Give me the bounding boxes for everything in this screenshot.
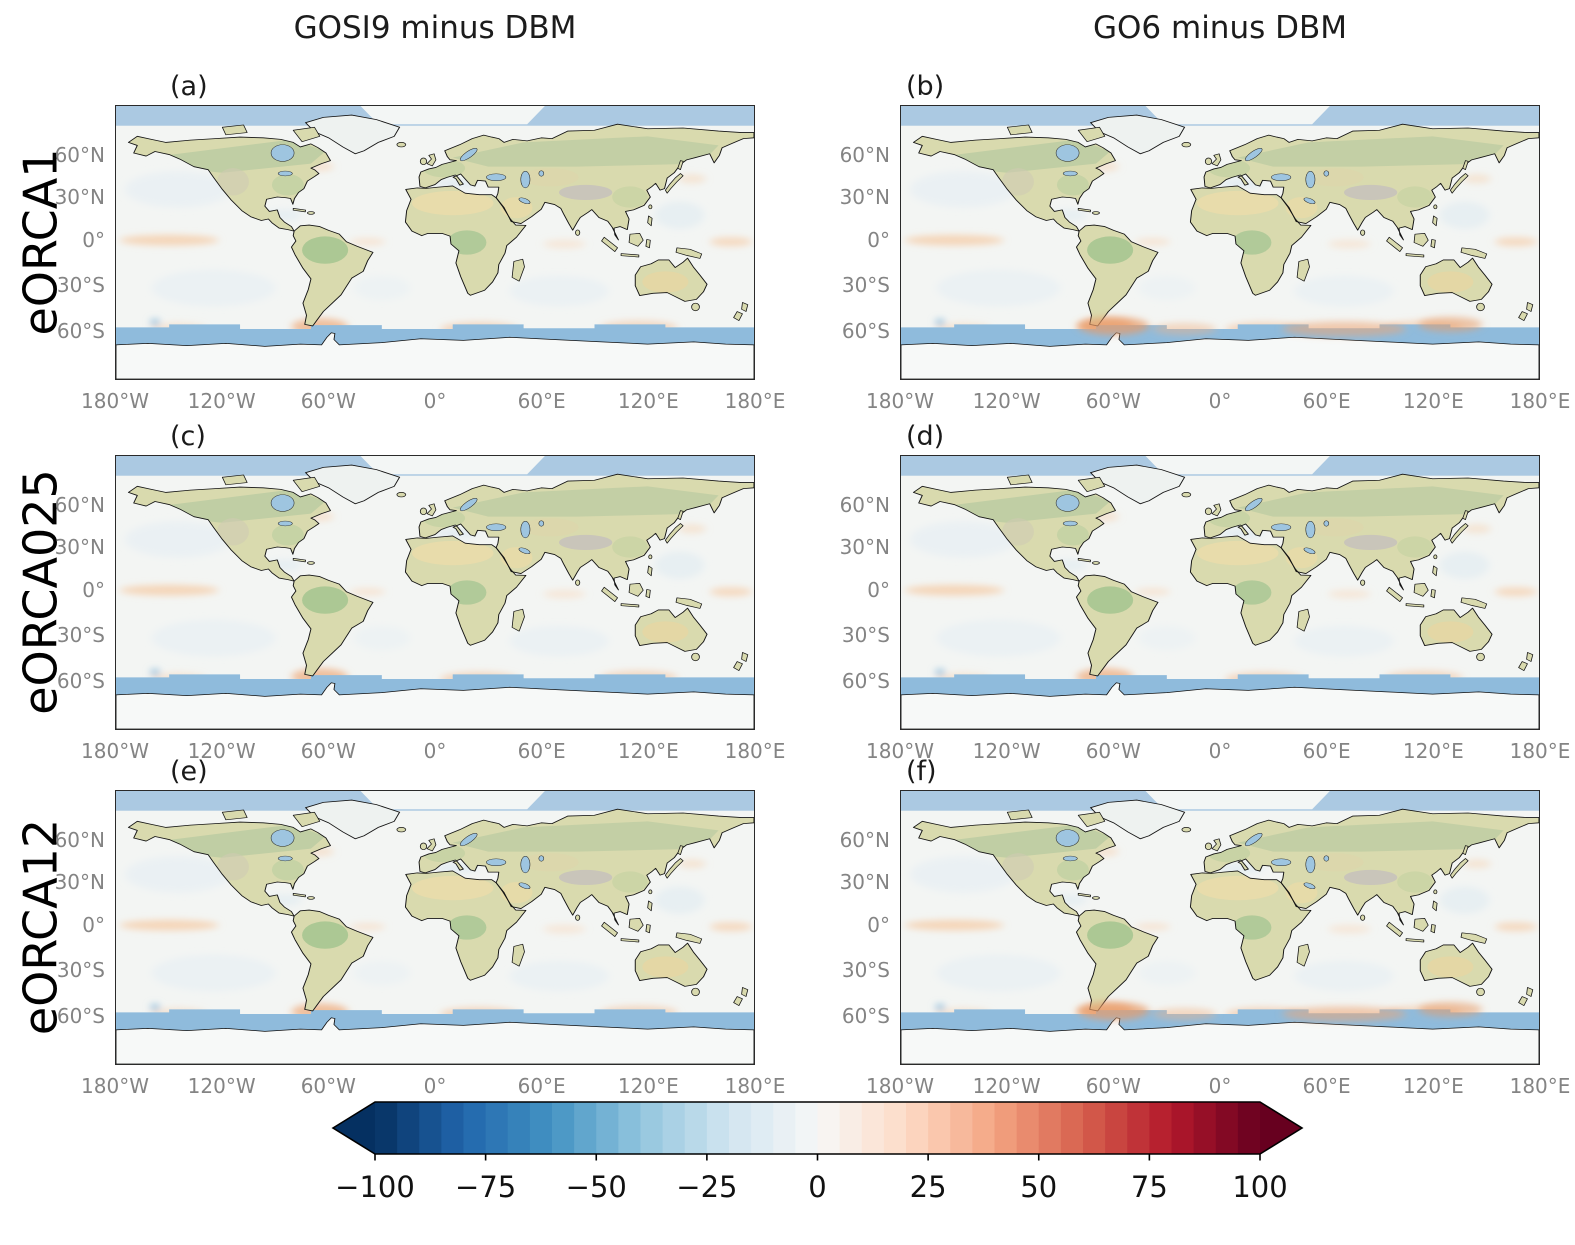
- panel-label-d: (d): [906, 421, 945, 452]
- colorbar-tick-label: 25: [909, 1170, 947, 1204]
- lon-tick-label: 60°E: [517, 389, 566, 413]
- lon-tick-label: 60°W: [300, 1074, 356, 1098]
- row-label-eorca025: eORCA025: [13, 469, 68, 715]
- panel-b: (b) 60°N 30°N 0° 30°S 60°S 180°W 120°W 60°W 0° 6…: [840, 71, 1571, 413]
- lon-tick-label: 60°W: [1085, 389, 1141, 413]
- lat-tick-label: 30°N: [839, 870, 890, 895]
- lat-tick-label: 0°: [82, 227, 105, 252]
- lon-tick-label: 180°E: [724, 1074, 786, 1098]
- lon-tick-label: 60°E: [517, 739, 566, 763]
- lat-tick-label: 60°N: [839, 142, 890, 167]
- lon-tick-label: 180°E: [1509, 389, 1571, 413]
- lon-tick-label: 60°W: [300, 389, 356, 413]
- lon-tick-label: 0°: [423, 1074, 447, 1098]
- lon-tick-label: 60°E: [1302, 739, 1351, 763]
- colorbar-tick-label: 50: [1020, 1170, 1058, 1204]
- lon-tick-label: 0°: [423, 739, 447, 763]
- lon-tick-label: 60°W: [1085, 739, 1141, 763]
- colorbar-svg: [331, 1101, 1304, 1161]
- row-label-eorca1: eORCA1: [13, 148, 68, 336]
- lon-tick-label: 180°W: [81, 389, 149, 413]
- lon-tick-label: 120°E: [617, 739, 679, 763]
- lat-tick-label: 30°S: [841, 958, 890, 983]
- column-title-go6: GO6 minus DBM: [1093, 10, 1347, 46]
- lon-tick-label: 0°: [1208, 739, 1232, 763]
- lon-tick-label: 120°E: [617, 1074, 679, 1098]
- lon-tick-label: 180°E: [1509, 739, 1571, 763]
- lat-tick-label: 60°N: [839, 827, 890, 852]
- panel-e: (e) 60°N 30°N 0° 30°S 60°S 180°W 120°W 60°W 0° 6…: [55, 756, 786, 1098]
- lon-tick-label: 120°W: [972, 1074, 1041, 1098]
- world-map: [115, 455, 755, 730]
- world-map: [115, 790, 755, 1065]
- colorbar-tick-marks: [374, 1154, 1261, 1161]
- world-map: [900, 105, 1540, 380]
- lon-tick-label: 120°W: [972, 739, 1041, 763]
- lon-tick-label: 60°E: [517, 1074, 566, 1098]
- lon-tick-label: 120°W: [972, 389, 1041, 413]
- panel-label-c: (c): [170, 421, 206, 452]
- column-title-gosi9: GOSI9 minus DBM: [293, 10, 577, 46]
- lon-tick-label: 0°: [423, 389, 447, 413]
- lat-tick-label: 60°S: [841, 1003, 890, 1028]
- lon-tick-label: 180°W: [866, 389, 934, 413]
- lon-tick-label: 120°W: [187, 1074, 256, 1098]
- colorbar: −100 −75 −50 −25 0 25 50 75 100: [330, 1100, 1305, 1210]
- lon-tick-label: 0°: [1208, 1074, 1232, 1098]
- panel-a: (a) 60°N 30°N 0° 30°S 60°S 180°W 120°W 60°W 0° 6…: [55, 71, 786, 413]
- colorbar-tick-label: 100: [1232, 1170, 1288, 1204]
- lat-tick-label: 30°N: [839, 535, 890, 560]
- lat-tick-label: 60°S: [841, 668, 890, 693]
- lat-tick-label: 30°N: [839, 185, 890, 210]
- lat-tick-label: 0°: [82, 577, 105, 602]
- lat-tick-label: 0°: [867, 227, 890, 252]
- lon-tick-label: 180°E: [724, 389, 786, 413]
- panel-f: (f) 60°N 30°N 0° 30°S 60°S 180°W 120°W 60°W 0° 6…: [840, 756, 1571, 1098]
- world-map: [900, 455, 1540, 730]
- lon-tick-label: 0°: [1208, 389, 1232, 413]
- lon-tick-label: 180°E: [1509, 1074, 1571, 1098]
- panel-label-f: (f): [906, 756, 937, 787]
- lat-tick-label: 0°: [867, 912, 890, 937]
- colorbar-cells: [375, 1102, 1261, 1154]
- lat-tick-label: 0°: [867, 577, 890, 602]
- world-map: [115, 105, 755, 380]
- lon-tick-label: 60°E: [1302, 389, 1351, 413]
- lon-tick-label: 120°E: [1402, 739, 1464, 763]
- panel-label-a: (a): [170, 71, 208, 102]
- lon-tick-label: 120°E: [617, 389, 679, 413]
- lon-tick-label: 120°E: [1402, 389, 1464, 413]
- lat-tick-label: 0°: [82, 912, 105, 937]
- lon-tick-label: 60°E: [1302, 1074, 1351, 1098]
- lat-tick-label: 30°S: [841, 623, 890, 648]
- panel-label-e: (e): [170, 756, 208, 787]
- colorbar-tick-label: −50: [565, 1170, 627, 1204]
- lat-tick-label: 60°S: [841, 318, 890, 343]
- lon-tick-label: 60°W: [300, 739, 356, 763]
- colorbar-tick-label: 0: [808, 1170, 827, 1204]
- lon-tick-label: 180°W: [81, 1074, 149, 1098]
- colorbar-tick-label: −25: [676, 1170, 738, 1204]
- colorbar-tick-label: −100: [335, 1170, 415, 1204]
- lon-tick-label: 120°W: [187, 389, 256, 413]
- lat-tick-label: 60°N: [839, 492, 890, 517]
- row-label-eorca12: eORCA12: [13, 818, 68, 1036]
- lat-tick-label: 30°S: [841, 273, 890, 298]
- colorbar-left-arrow: [333, 1102, 375, 1154]
- world-map: [900, 790, 1540, 1065]
- panel-c: (c) 60°N 30°N 0° 30°S 60°S 180°W 120°W 60°W 0° 6…: [55, 421, 786, 763]
- lon-tick-label: 60°W: [1085, 1074, 1141, 1098]
- lon-tick-label: 180°E: [724, 739, 786, 763]
- lon-tick-label: 120°E: [1402, 1074, 1464, 1098]
- colorbar-labels: −100 −75 −50 −25 0 25 50 75 100: [330, 1166, 1305, 1208]
- colorbar-tick-label: −75: [455, 1170, 517, 1204]
- colorbar-right-arrow: [1260, 1102, 1302, 1154]
- panel-d: (d) 60°N 30°N 0° 30°S 60°S 180°W 120°W 60°W 0° 6…: [840, 421, 1571, 763]
- colorbar-tick-label: 75: [1130, 1170, 1168, 1204]
- lon-tick-label: 180°W: [866, 1074, 934, 1098]
- panel-label-b: (b): [906, 71, 945, 102]
- lon-tick-label: 180°W: [81, 739, 149, 763]
